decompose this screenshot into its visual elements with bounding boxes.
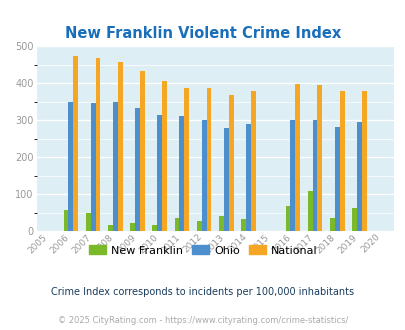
Bar	[90, 104, 95, 231]
Bar	[201, 120, 206, 231]
Bar	[73, 56, 78, 231]
Bar	[223, 128, 228, 231]
Text: Crime Index corresponds to incidents per 100,000 inhabitants: Crime Index corresponds to incidents per…	[51, 287, 354, 297]
Bar	[285, 206, 290, 231]
Bar	[113, 102, 117, 231]
Bar	[68, 102, 73, 231]
Bar	[312, 120, 317, 231]
Bar	[334, 127, 339, 231]
Bar	[351, 208, 356, 231]
Bar	[140, 71, 145, 231]
Bar	[179, 116, 184, 231]
Bar	[162, 81, 166, 231]
Bar	[184, 88, 189, 231]
Bar	[152, 225, 157, 231]
Bar	[135, 108, 140, 231]
Bar	[157, 115, 162, 231]
Bar	[290, 120, 294, 231]
Bar	[245, 124, 250, 231]
Bar	[294, 84, 299, 231]
Bar	[218, 216, 223, 231]
Bar	[108, 225, 113, 231]
Bar	[241, 219, 245, 231]
Bar	[228, 95, 233, 231]
Bar	[317, 85, 322, 231]
Text: © 2025 CityRating.com - https://www.cityrating.com/crime-statistics/: © 2025 CityRating.com - https://www.city…	[58, 315, 347, 325]
Bar	[174, 218, 179, 231]
Bar	[329, 218, 334, 231]
Text: New Franklin Violent Crime Index: New Franklin Violent Crime Index	[65, 25, 340, 41]
Bar	[95, 58, 100, 231]
Bar	[206, 88, 211, 231]
Bar	[196, 221, 201, 231]
Bar	[250, 91, 255, 231]
Bar	[307, 191, 312, 231]
Bar	[64, 210, 68, 231]
Bar	[117, 62, 122, 231]
Bar	[339, 90, 344, 231]
Legend: New Franklin, Ohio, National: New Franklin, Ohio, National	[84, 241, 321, 260]
Bar	[130, 223, 135, 231]
Bar	[85, 213, 90, 231]
Bar	[356, 122, 361, 231]
Bar	[361, 90, 366, 231]
